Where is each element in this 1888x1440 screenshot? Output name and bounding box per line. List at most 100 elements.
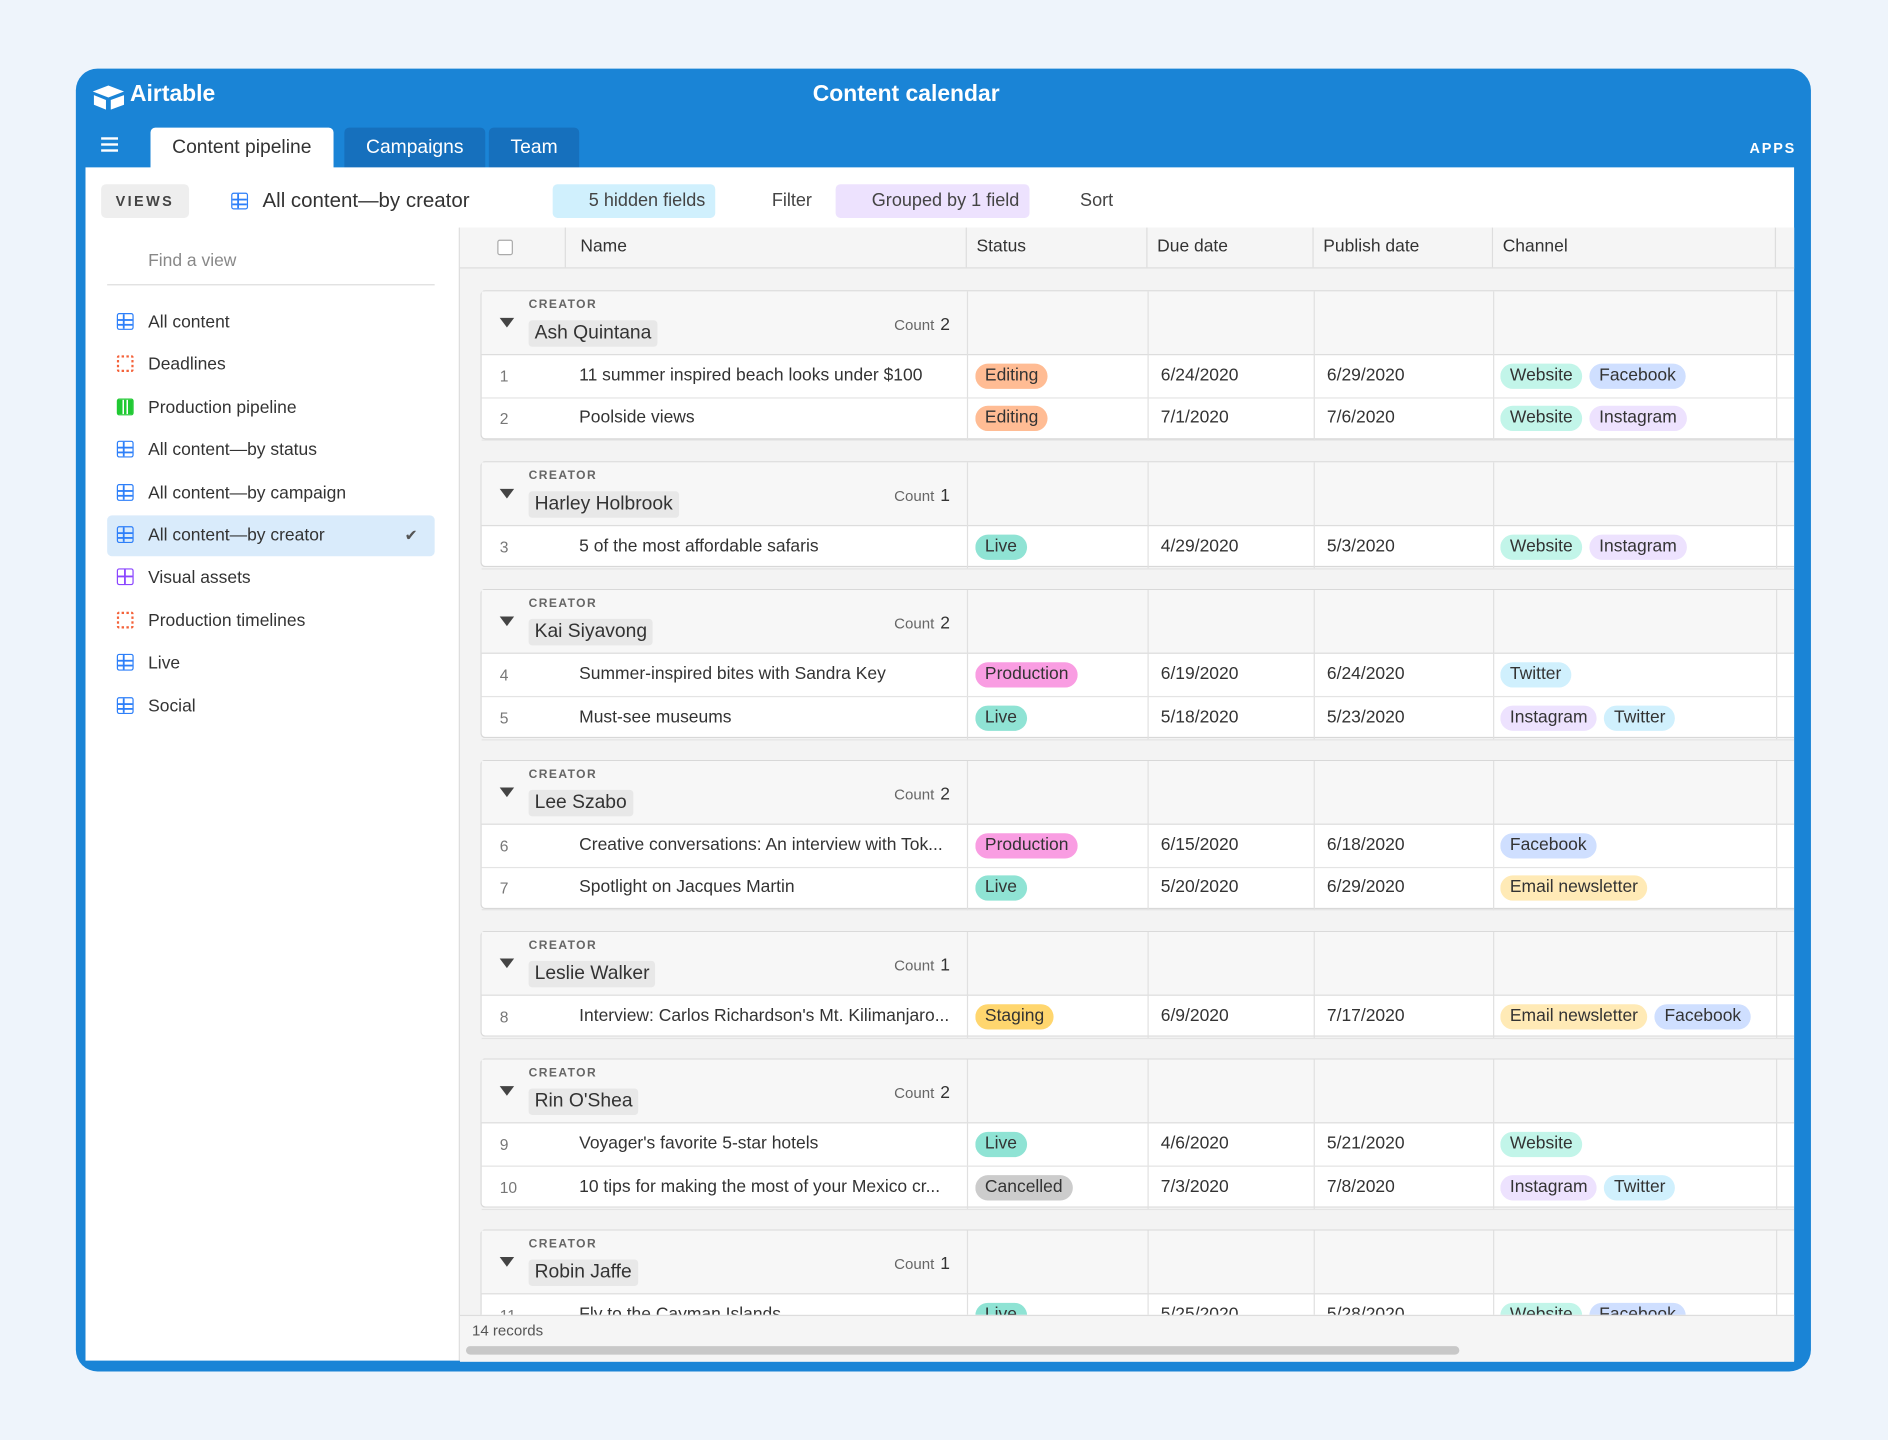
count-value: 1	[940, 486, 951, 506]
view-item[interactable]: All content—by creator ✔	[107, 515, 435, 557]
row-number: 3	[499, 537, 509, 557]
status-tag: Production	[975, 662, 1079, 688]
grouped[interactable]: Grouped by 1 field	[835, 184, 1029, 218]
select-all[interactable]	[497, 239, 513, 256]
hidden-fields[interactable]: 5 hidden fields	[552, 184, 715, 218]
column-line	[1147, 291, 1149, 441]
view-item[interactable]: Visual assets	[107, 558, 435, 599]
column-line	[1776, 462, 1778, 569]
column-line	[1776, 590, 1778, 740]
column-line	[966, 1059, 969, 1209]
group-label: CREATOR	[528, 597, 598, 611]
view-icon	[116, 483, 134, 501]
column-header[interactable]: Due date	[1147, 227, 1314, 268]
collapse-toggle[interactable]	[499, 1086, 515, 1096]
record-row[interactable]: 1 11 summer inspired beach looks under $1…	[481, 355, 1795, 399]
column-header[interactable]: Status	[967, 227, 1148, 268]
views-button[interactable]: VIEWS	[101, 184, 189, 218]
column-line	[1776, 1059, 1778, 1209]
record-row[interactable]: 6 Creative conversations: An interview wi…	[481, 825, 1795, 869]
grid-footer: 14 records	[459, 1314, 1795, 1362]
status-tag: Live	[975, 534, 1027, 560]
record-row[interactable]: 8 Interview: Carlos Richardson's Mt. Kili…	[481, 996, 1795, 1039]
column-header[interactable]: Channel	[1493, 227, 1777, 268]
record-row[interactable]: 10 10 tips for making the most of your Me…	[481, 1166, 1795, 1210]
collapse-toggle[interactable]	[499, 787, 515, 798]
menu-icon[interactable]	[101, 137, 118, 152]
record-row[interactable]: 3 5 of the most affordable safaris Live 4/2…	[481, 526, 1795, 570]
column-line	[1776, 291, 1778, 441]
tab[interactable]: Team	[488, 127, 580, 169]
due-date: 6/24/2020	[1160, 366, 1239, 386]
status-cell: Editing	[975, 398, 1055, 440]
column-line	[1493, 1230, 1495, 1315]
record-row[interactable]: 4 Summer-inspired bites with Sandra Key Pr…	[481, 654, 1795, 698]
collapse-toggle[interactable]	[499, 317, 515, 328]
channel-cell: Instagram Twitter	[1500, 697, 1682, 739]
column-line	[1313, 291, 1315, 441]
collapse-toggle[interactable]	[499, 1257, 515, 1267]
due-date: 7/3/2020	[1160, 1177, 1229, 1197]
current-view[interactable]: All content—by creator	[224, 184, 479, 218]
channel-cell: Website Instagram	[1500, 526, 1693, 568]
view-item[interactable]: All content—by campaign	[107, 473, 435, 514]
base-title[interactable]: Content calendar	[812, 81, 1000, 108]
record-count: 14 records	[471, 1322, 544, 1339]
view-item[interactable]: Deadlines	[107, 345, 435, 386]
record-name: Fly to the Cayman Islands	[579, 1294, 962, 1315]
column-header[interactable]: Name	[566, 227, 967, 268]
view-icon	[116, 696, 134, 714]
record-name: 11 summer inspired beach looks under $10…	[579, 366, 923, 386]
group: CREATOR Kai Siyavong Count 2 4 Summer-inspire…	[480, 589, 1795, 741]
record-row[interactable]: 7 Spotlight on Jacques Martin Live 5/20/202…	[481, 867, 1795, 911]
column-line	[1147, 462, 1149, 569]
channel-tag: Facebook	[1589, 1302, 1686, 1315]
record-name: Must-see museums	[579, 707, 732, 727]
tab[interactable]: Content pipeline	[150, 127, 334, 169]
scrollbar[interactable]	[465, 1346, 1460, 1355]
channel-tag: Email newsletter	[1500, 1003, 1648, 1030]
status-cell: Live	[975, 1124, 1034, 1166]
apps-button[interactable]: APPS	[1749, 139, 1797, 157]
view-item[interactable]: All content—by status	[107, 430, 435, 471]
collapse-toggle[interactable]	[499, 958, 515, 968]
collapse-toggle[interactable]	[499, 488, 515, 499]
publish-date: 7/8/2020	[1326, 1177, 1395, 1197]
view-search[interactable]: Find a view	[148, 251, 237, 271]
tab[interactable]: Campaigns	[344, 127, 486, 169]
group-label: CREATOR	[528, 469, 598, 483]
channel-cell: Website Instagram	[1500, 398, 1693, 440]
view-item[interactable]: Production pipeline	[107, 387, 435, 428]
column-line	[1493, 291, 1495, 441]
column-header[interactable]: Publish date	[1314, 227, 1494, 268]
status-cell: Live	[975, 867, 1034, 909]
row-number: 11	[500, 1294, 516, 1314]
publish-date: 5/21/2020	[1326, 1134, 1405, 1154]
channel-tag: Website	[1500, 363, 1583, 389]
record-row[interactable]: 9 Voyager's favorite 5-star hotels Live 4/6…	[481, 1124, 1795, 1167]
group: CREATOR Ash Quintana Count 2 1 11 summer insp…	[480, 290, 1795, 442]
channel-tag: Facebook	[1654, 1003, 1751, 1030]
sort[interactable]: Sort	[1080, 190, 1114, 211]
record-row[interactable]: 11 Fly to the Cayman Islands Live 5/25/2020…	[482, 1294, 1794, 1315]
view-item[interactable]: Live	[107, 643, 435, 684]
view-item[interactable]: Production timelines	[107, 601, 435, 642]
record-row[interactable]: 5 Must-see museums Live 5/18/2020 5/23/2020 I…	[481, 697, 1795, 741]
column-line	[1776, 931, 1778, 1039]
record-row[interactable]: 2 Poolside views Editing 7/1/2020 7/6/2020 We…	[481, 398, 1795, 442]
filter[interactable]: Filter	[771, 190, 812, 211]
column-line	[1493, 462, 1495, 569]
column-line	[1147, 1230, 1149, 1315]
collapse-toggle[interactable]	[499, 616, 515, 627]
column-line	[966, 590, 969, 740]
brand: Airtable	[130, 81, 216, 108]
view-item[interactable]: Social	[107, 686, 435, 727]
due-date: 4/6/2020	[1160, 1134, 1229, 1154]
count-value: 1	[940, 1254, 951, 1274]
view-item[interactable]: All content	[107, 302, 435, 343]
channel-cell: Facebook	[1500, 825, 1603, 867]
column-line	[1313, 760, 1315, 911]
column-line	[966, 462, 969, 569]
record-name: Creative conversations: An interview wit…	[579, 835, 943, 855]
